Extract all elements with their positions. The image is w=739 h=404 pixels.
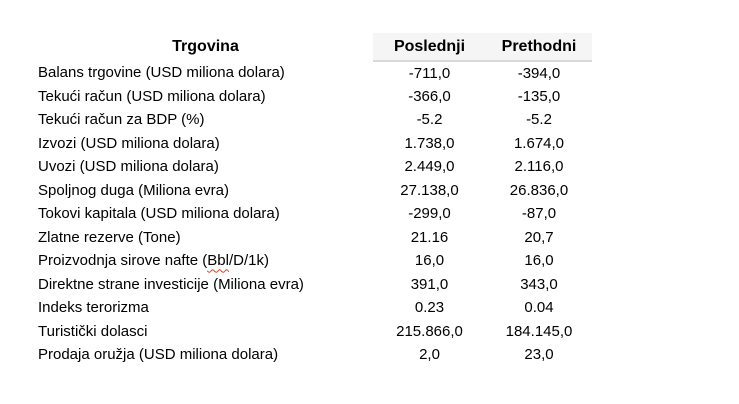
value-poslednji: 2.449,0	[404, 158, 455, 176]
table-row: Tekući račun (USD miliona dolara) -366,0 -…	[38, 85, 592, 109]
value-poslednji: 21.16	[410, 228, 449, 246]
table-row: Zlatne rezerve (Tone) 21.16 20,7	[38, 226, 592, 250]
table-row: Balans trgovine (USD miliona dolara) -711…	[38, 61, 592, 85]
value-poslednji: -711,0	[408, 64, 451, 82]
row-label: Indeks terorizma	[38, 299, 149, 317]
table-header-row: Trgovina Poslednji Prethodni	[38, 33, 592, 62]
table-row: Tekući račun za BDP (%) -5.2 -5.2	[38, 108, 592, 132]
row-label: Uvozi (USD miliona dolara)	[38, 158, 219, 176]
table-row: Uvozi (USD miliona dolara) 2.449,0 2.116,0	[38, 155, 592, 179]
row-label: Tokovi kapitala (USD miliona dolara)	[38, 205, 280, 223]
value-poslednji: 1.738,0	[404, 134, 455, 152]
value-prethodni: 184.145,0	[505, 322, 573, 340]
column-header-poslednji: Poslednji	[373, 33, 486, 62]
row-label: Tekući račun (USD miliona dolara)	[38, 87, 266, 105]
table-body: Balans trgovine (USD miliona dolara) -711…	[38, 61, 592, 367]
table-row: Direktne strane investicije (Miliona evr…	[38, 273, 592, 297]
value-prethodni: 0.04	[524, 299, 554, 317]
value-prethodni: 2.116,0	[514, 158, 564, 176]
table-row: Turistički dolasci 215.866,0 184.145,0	[38, 320, 592, 344]
value-prethodni: -135,0	[517, 87, 561, 105]
row-label: Prodaja oružja (USD miliona dolara)	[38, 346, 279, 364]
value-prethodni: 343,0	[520, 275, 558, 293]
row-label: Balans trgovine (USD miliona dolara)	[38, 64, 285, 82]
column-header-prethodni: Prethodni	[486, 33, 592, 62]
row-label: Direktne strane investicije (Miliona evr…	[38, 275, 304, 293]
row-label: Turistički dolasci	[38, 322, 148, 340]
table-row: Tokovi kapitala (USD miliona dolara) -299…	[38, 202, 592, 226]
spellcheck-underlined-word: Bbl	[207, 252, 229, 270]
value-prethodni: 20,7	[524, 228, 554, 246]
trade-statistics-table: Trgovina Poslednji Prethodni Balans trgo…	[38, 33, 592, 367]
value-poslednji: -299,0	[408, 205, 451, 223]
row-label: Izvozi (USD miliona dolara)	[38, 134, 220, 152]
value-poslednji: -366,0	[408, 87, 451, 105]
row-label: Proizvodnja sirove nafte (Bbl/D/1k)	[38, 252, 269, 270]
value-prethodni: 26.836,0	[509, 181, 569, 199]
value-prethodni: 1.674,0	[513, 134, 565, 152]
value-poslednji: 391,0	[410, 275, 449, 293]
value-prethodni: -87,0	[521, 205, 557, 223]
value-poslednji: 215.866,0	[396, 322, 463, 340]
value-poslednji: 0.23	[414, 299, 445, 317]
row-label: Tekući račun za BDP (%)	[38, 111, 205, 129]
table-row: Izvozi (USD miliona dolara) 1.738,0 1.674,…	[38, 132, 592, 156]
table-row: Prodaja oružja (USD miliona dolara) 2,0 23…	[38, 343, 592, 367]
row-label: Zlatne rezerve (Tone)	[38, 228, 181, 246]
value-poslednji: 2,0	[419, 346, 440, 364]
table-row: Spoljnog duga (Miliona evra) 27.138,0 26.8…	[38, 179, 592, 203]
table-row: Proizvodnja sirove nafte (Bbl/D/1k) 16,0 1…	[38, 249, 592, 273]
data-table: Trgovina Poslednji Prethodni Balans trgo…	[38, 33, 592, 367]
table-row: Indeks terorizma 0.23 0.04	[38, 296, 592, 320]
value-poslednji: 16,0	[414, 252, 445, 270]
value-poslednji: -5.2	[416, 111, 443, 129]
column-header-trgovina: Trgovina	[172, 38, 239, 55]
value-prethodni: 23,0	[524, 346, 554, 364]
value-prethodni: 16,0	[524, 252, 554, 270]
value-prethodni: -5.2	[526, 111, 552, 129]
row-label: Spoljnog duga (Miliona evra)	[38, 181, 229, 199]
value-prethodni: -394,0	[517, 64, 561, 82]
value-poslednji: 27.138,0	[400, 181, 459, 199]
